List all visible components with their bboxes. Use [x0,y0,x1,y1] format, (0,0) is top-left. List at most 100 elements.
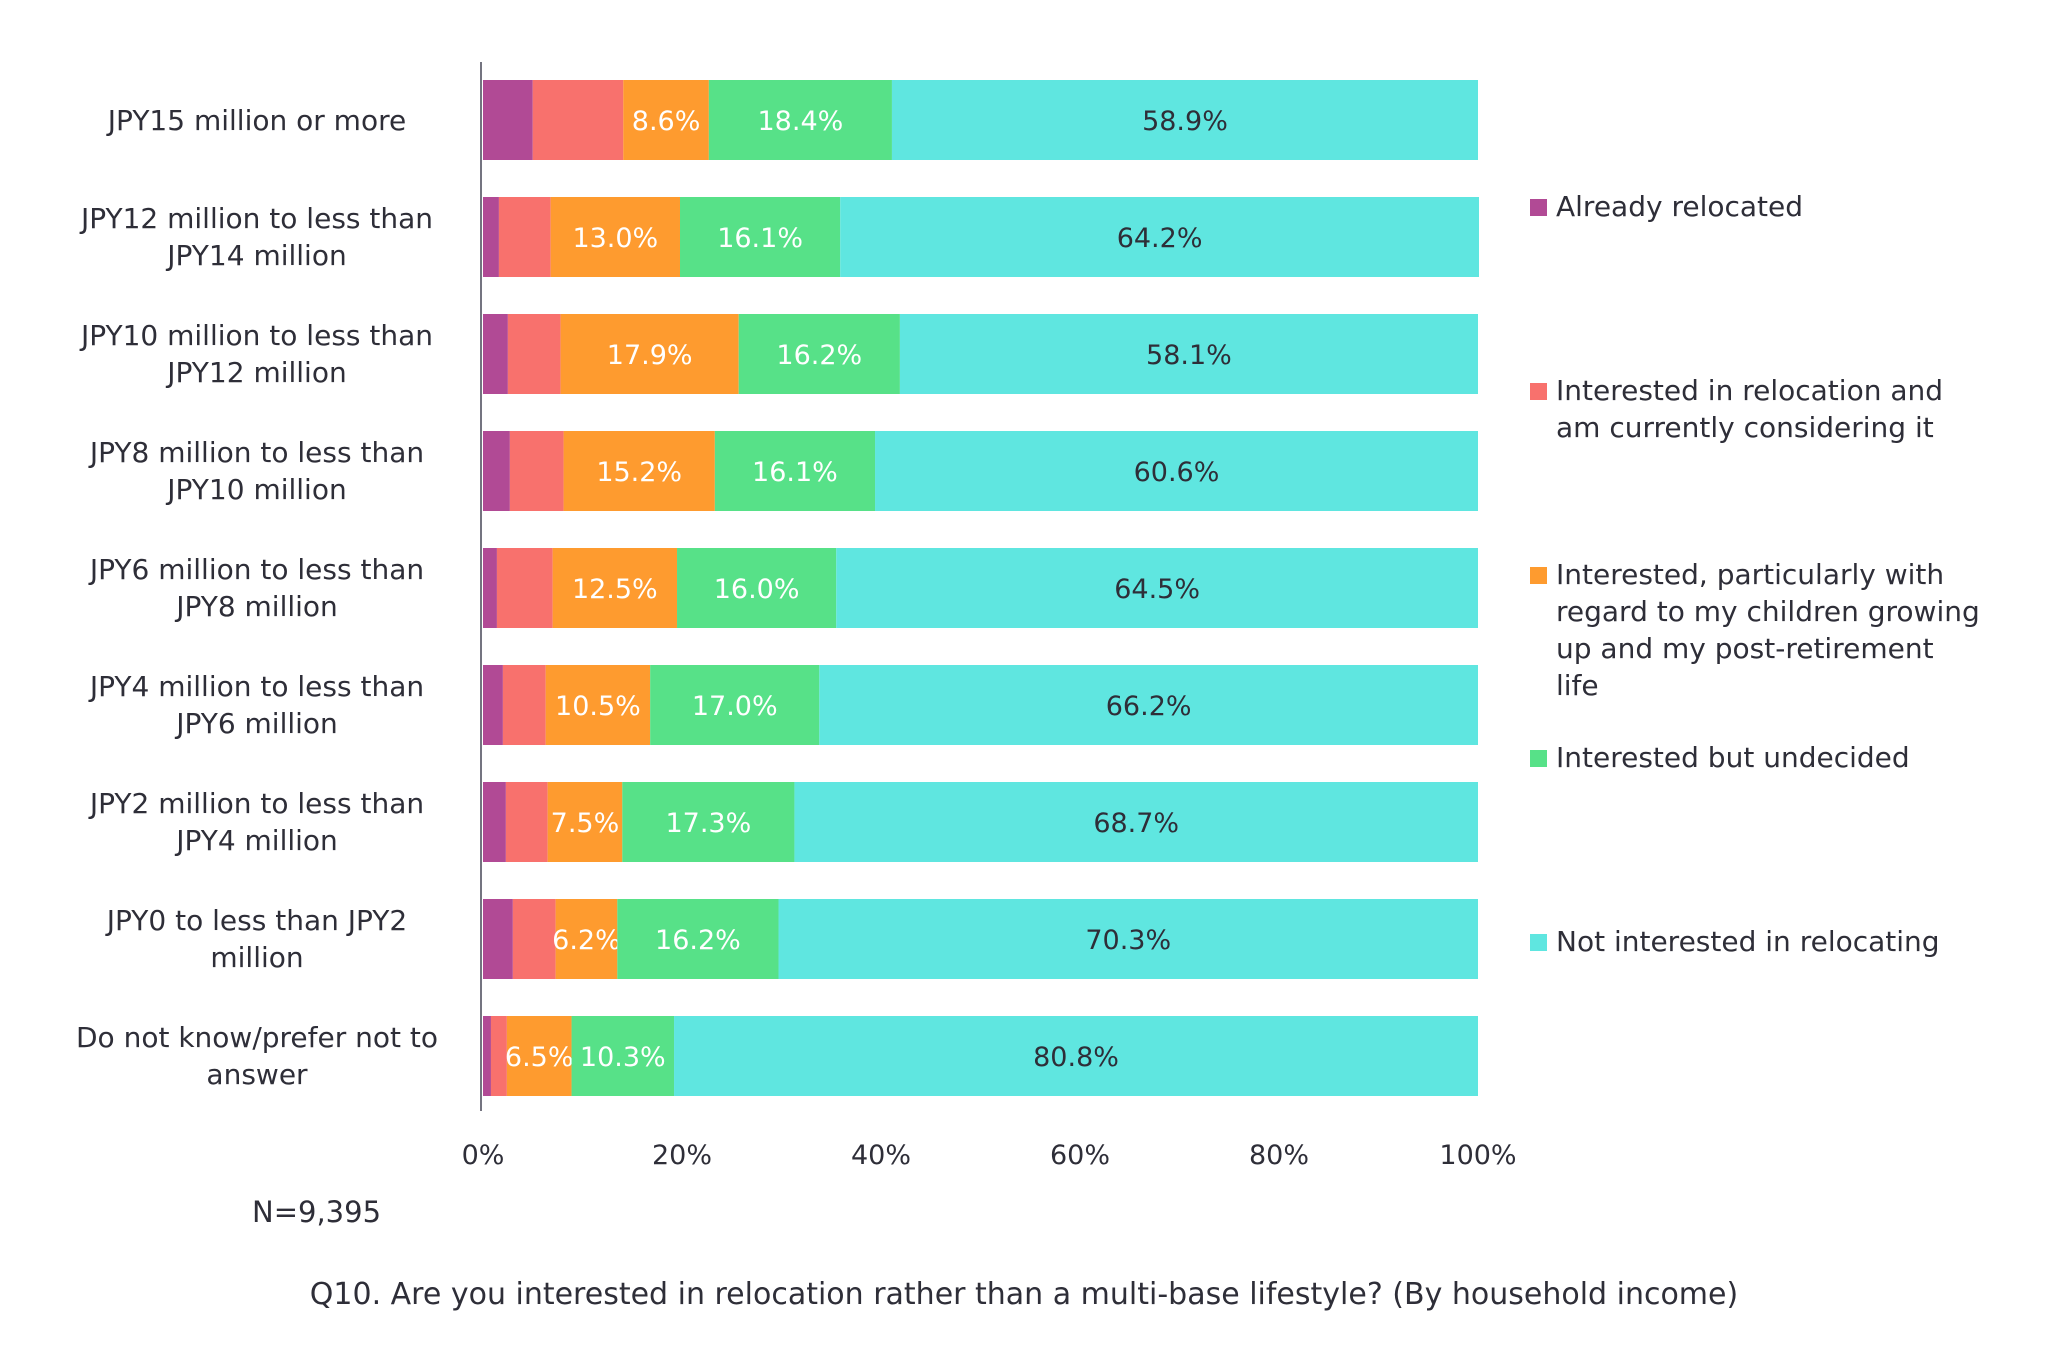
category-label: JPY2 million to less than JPY4 million [47,785,467,859]
category-label: JPY0 to less than JPY2 million [47,902,467,976]
category-label-line: JPY4 million to less than [89,670,425,703]
bar-segment [708,80,892,160]
category-label-line: JPY10 million [167,473,347,506]
bar-segment [555,899,618,979]
bar-segment [650,665,820,745]
data-label: 18.4% [758,106,844,137]
data-label: 58.9% [1142,106,1228,137]
bar-segment [506,1016,572,1096]
data-label: 6.5% [505,1042,574,1073]
data-label: 16.2% [655,925,741,956]
category-label-line: answer [206,1058,308,1091]
legend-item: Interested in relocation and am currently… [1530,372,2048,446]
legend-item: Interested but undecided [1530,739,2048,776]
x-tick-label: 20% [652,1140,712,1171]
bar-segment [819,665,1478,745]
category-label: JPY15 million or more [47,102,467,139]
bar-segment [483,314,508,394]
bar-segment [560,314,739,394]
data-label: 17.3% [665,808,751,839]
data-label: 12.5% [572,574,658,605]
bar-segment [483,1016,491,1096]
sample-size-note: N=9,395 [252,1195,382,1229]
category-label: Do not know/prefer not to answer [47,1019,467,1093]
x-tick-label: 100% [1439,1140,1516,1171]
bar-segment [875,431,1478,511]
category-label-line: JPY6 million to less than [89,553,425,586]
data-label: 7.5% [551,808,620,839]
bar-segment [483,80,533,160]
data-label: 66.2% [1106,691,1192,722]
bar-segment [899,314,1478,394]
legend-label-line: am currently considering it [1556,411,1934,444]
legend-swatch [1530,383,1547,400]
chart-title: Q10. Are you interested in relocation ra… [309,1277,1739,1312]
category-label-line: million [210,941,304,974]
bar-segment [552,548,678,628]
data-label: 70.3% [1085,925,1171,956]
bar-segment [794,782,1478,862]
bar-segment [674,1016,1478,1096]
bar-segment [509,431,564,511]
data-label: 60.6% [1134,457,1220,488]
bar-segment [545,665,651,745]
category-label: JPY12 million to less than JPY14 million [47,200,467,274]
legend-label-line: life [1556,669,1599,702]
category-label-line: JPY8 million [176,590,338,623]
category-label: JPY8 million to less than JPY10 million [47,434,467,508]
data-label: 6.2% [552,925,621,956]
bar-segment [840,197,1479,277]
legend-swatch [1530,934,1547,951]
category-label: JPY10 million to less than JPY12 million [47,317,467,391]
data-label: 58.1% [1146,340,1232,371]
bar-segment [622,782,795,862]
bars-layer: 8.6% 18.4% 58.9% 13.0% 16.1% 64.2% 17.9% 16.2% 5… [483,80,1479,1096]
category-label-line: JPY15 million or more [107,103,407,137]
bar-segment [483,665,503,745]
bar-segment [623,80,709,160]
legend-swatch [1530,199,1547,216]
bar-segment [496,548,553,628]
bar-segment [483,431,510,511]
bar-segment [507,314,561,394]
bar-segment [677,548,837,628]
data-label: 13.0% [572,223,658,254]
bar-segment [550,197,681,277]
legend-label-line: up and my post-retirement [1556,632,1934,665]
bar-segment [483,899,513,979]
bar-segment [778,899,1478,979]
legend-label-line: Already relocated [1556,190,1804,223]
legend-item: Interested, particularly with regard to m… [1530,556,2048,704]
data-label: 10.5% [555,691,641,722]
bar-segment [512,899,556,979]
legend-label-line: Interested, particularly with [1556,558,1945,591]
data-label: 68.7% [1093,808,1179,839]
legend-swatch [1530,567,1547,584]
bar-segment [891,80,1478,160]
bar-segment [617,899,779,979]
bar-segment [483,782,506,862]
legend-swatch [1530,750,1547,767]
data-label: 17.0% [692,691,778,722]
data-label: 16.1% [752,457,838,488]
category-label-line: JPY12 million to less than [80,202,434,235]
data-label: 10.3% [580,1042,666,1073]
category-label-line: JPY8 million to less than [89,436,425,469]
x-tick-label: 60% [1050,1140,1110,1171]
bar-segment [836,548,1478,628]
data-label: 64.5% [1114,574,1200,605]
bar-segment [490,1016,507,1096]
bar-segment [483,197,499,277]
category-label-line: JPY2 million to less than [89,787,425,820]
legend-label-line: Not interested in relocating [1556,925,1940,958]
x-tick-label: 0% [462,1140,505,1171]
bar-segment [563,431,715,511]
category-label-line: JPY0 to less than JPY2 [106,904,408,937]
data-label: 64.2% [1117,223,1203,254]
category-label-line: JPY12 million [167,356,347,389]
category-label-line: JPY10 million to less than [80,319,434,352]
bar-segment [680,197,841,277]
data-label: 16.2% [776,340,862,371]
bar-segment [571,1016,675,1096]
